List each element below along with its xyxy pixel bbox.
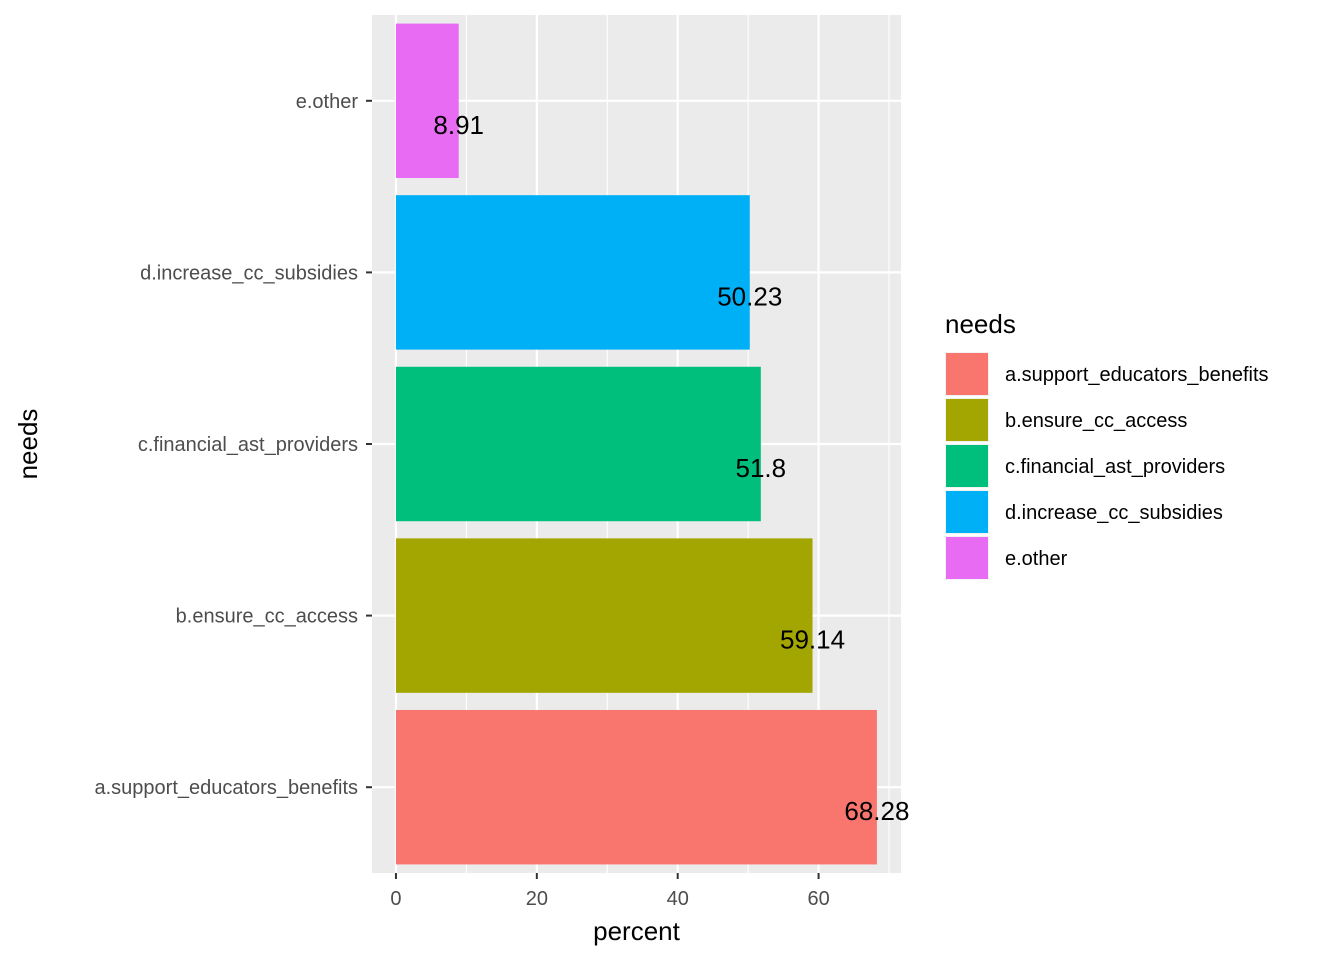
legend-swatch (946, 537, 988, 579)
x-tick-label: 0 (390, 888, 401, 910)
data-label: 50.23 (717, 281, 782, 311)
legend-label: b.ensure_cc_access (1005, 410, 1187, 432)
legend-label: e.other (1005, 548, 1068, 570)
y-tick-label: d.increase_cc_subsidies (140, 262, 358, 284)
y-axis: a.support_educators_benefits b.ensure_cc_… (94, 91, 372, 799)
bar (395, 538, 813, 693)
bar (395, 23, 459, 179)
y-axis-title: needs (13, 409, 43, 480)
x-axis-title: percent (593, 916, 680, 946)
x-tick-label: 40 (667, 888, 689, 910)
x-tick-label: 60 (807, 888, 829, 910)
data-label: 51.8 (736, 453, 787, 483)
y-tick-label: a.support_educators_benefits (94, 777, 358, 799)
bars (395, 23, 877, 865)
data-label: 68.28 (844, 796, 909, 826)
data-label: 8.91 (433, 110, 484, 140)
x-axis: 0 20 40 60 (390, 873, 830, 910)
legend-swatch (946, 445, 988, 487)
legend-title: needs (945, 309, 1016, 339)
legend-swatch (946, 491, 988, 533)
bar (395, 709, 877, 865)
y-tick-label: c.financial_ast_providers (138, 434, 358, 456)
legend: needs a.support_educators_benefits b.ensu… (945, 309, 1269, 580)
y-tick-label: b.ensure_cc_access (176, 606, 358, 628)
legend-label: a.support_educators_benefits (1005, 364, 1269, 386)
data-labels: 68.28 59.14 51.8 50.23 8.91 (433, 110, 909, 826)
bar (395, 366, 761, 522)
legend-label: d.increase_cc_subsidies (1005, 502, 1223, 524)
data-label: 59.14 (780, 625, 845, 655)
bar (395, 195, 750, 350)
x-tick-label: 20 (526, 888, 548, 910)
legend-label: c.financial_ast_providers (1005, 456, 1225, 478)
legend-swatch (946, 353, 988, 395)
legend-swatch (946, 399, 988, 441)
y-tick-label: e.other (296, 91, 359, 113)
